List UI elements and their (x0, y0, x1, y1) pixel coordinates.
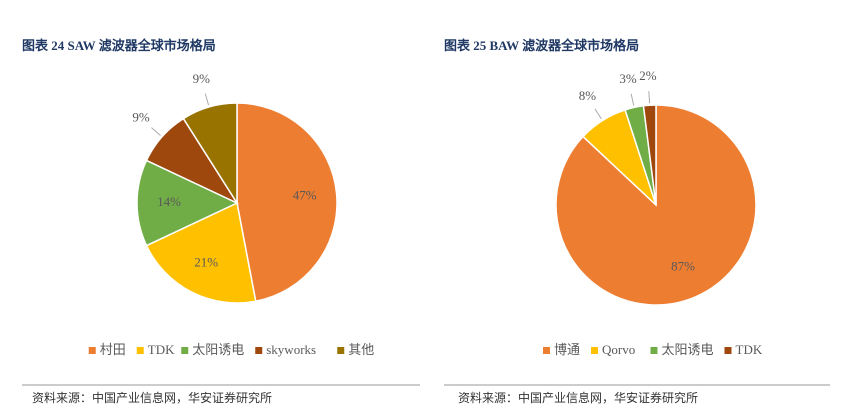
leader-line (204, 93, 210, 106)
chart-title: 图表 25 BAW 滤波器全球市场格局 (444, 38, 639, 53)
pie-slice (182, 102, 238, 206)
legend-swatch (650, 347, 658, 354)
leader-line (630, 93, 635, 106)
legend-swatch (591, 347, 598, 354)
legend-label: TDK (736, 342, 763, 357)
chart-title: 图表 24 SAW 滤波器全球市场格局 (22, 38, 216, 53)
data-label: 8% (579, 88, 597, 103)
data-label: 9% (193, 71, 211, 86)
pie-slice (136, 159, 239, 247)
leader-line (594, 108, 602, 120)
data-label: 2% (639, 68, 657, 83)
pie-slice (236, 102, 338, 303)
legend-swatch (337, 347, 345, 354)
legend-swatch (255, 347, 263, 354)
legend-swatch (136, 347, 144, 354)
legend-label: 其他 (348, 342, 374, 357)
leader-line (151, 127, 161, 136)
data-label: 14% (157, 194, 181, 209)
data-label: 47% (293, 188, 317, 203)
legend-swatch (724, 347, 732, 354)
data-label: 21% (194, 255, 218, 270)
legend-label: Qorvo (602, 342, 635, 357)
source-note: 资料来源：中国产业信息网，华安证券研究所 (32, 390, 272, 405)
legend-label: 太阳诱电 (662, 342, 714, 357)
legend-swatch (543, 347, 550, 354)
legend-label: 村田 (100, 342, 126, 357)
data-label: 3% (619, 71, 637, 86)
leader-line (648, 91, 651, 104)
pie-slice (642, 104, 657, 206)
legend-label: 太阳诱电 (192, 342, 244, 357)
source-note: 资料来源：中国产业信息网，华安证券研究所 (458, 390, 698, 405)
pie-slice (145, 201, 257, 304)
legend-label: 博通 (554, 342, 580, 357)
legend-swatch (88, 347, 96, 354)
legend-swatch (181, 347, 189, 354)
legend-label: skyworks (266, 342, 316, 357)
data-label: 87% (671, 258, 695, 273)
data-label: 9% (132, 109, 150, 124)
legend-label: TDK (148, 342, 175, 357)
